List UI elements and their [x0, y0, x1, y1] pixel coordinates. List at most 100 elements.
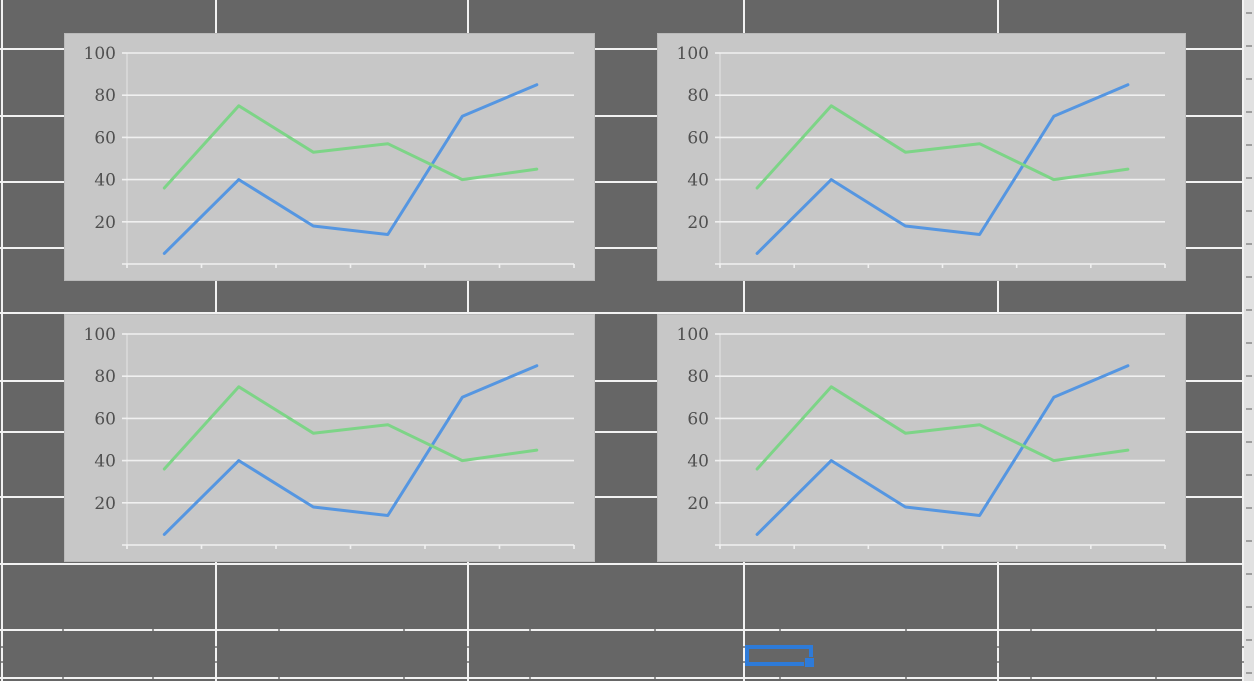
edge-row-tick [1246, 45, 1252, 47]
edge-row-tick [1246, 672, 1252, 674]
y-axis-label: 60 [687, 128, 709, 148]
minor-grid-tick [62, 629, 64, 631]
y-axis-label: 20 [94, 213, 116, 233]
minor-grid-tick [529, 629, 531, 631]
minor-grid-tick [654, 677, 656, 679]
chart-object-1[interactable]: 20 40 60 80 100 [64, 33, 595, 281]
gridline [0, 496, 1244, 498]
chart-object-4[interactable]: 20 40 60 80 100 [657, 314, 1186, 562]
y-axis-label: 80 [94, 86, 116, 106]
y-axis-label: 40 [687, 452, 709, 472]
edge-row-tick [1246, 507, 1252, 509]
active-cell-selection[interactable] [745, 645, 814, 667]
edge-row-tick [1246, 540, 1252, 542]
green-series-line [162, 104, 539, 190]
edge-row-tick [1246, 573, 1252, 575]
green-series-line [162, 385, 539, 471]
edge-row-tick [1246, 243, 1252, 245]
gridline [0, 563, 1244, 565]
minor-grid-tick [654, 629, 656, 631]
chart-object-2[interactable]: 20 40 60 80 100 [657, 33, 1186, 281]
edge-row-tick [1246, 210, 1252, 212]
green-series-line [755, 104, 1130, 190]
y-axis-label: 80 [687, 86, 709, 106]
selection-fill-handle[interactable] [805, 658, 814, 667]
minor-grid-tick [905, 629, 907, 631]
edge-row-tick [1246, 375, 1252, 377]
edge-row-tick [1246, 408, 1252, 410]
y-axis-label: 40 [94, 452, 116, 472]
gridline [0, 629, 1244, 631]
gridline [0, 431, 1244, 433]
minor-grid-tick [278, 677, 280, 679]
line-chart-svg: 20 40 60 80 100 [84, 325, 575, 549]
blue-series-line [755, 83, 1130, 255]
line-chart-svg: 20 40 60 80 100 [677, 325, 1166, 549]
y-axis-label: 40 [687, 171, 709, 191]
y-axis-label: 60 [687, 409, 709, 429]
minor-grid-tick [467, 646, 469, 648]
minor-grid-tick [1155, 677, 1157, 679]
edge-row-tick [1246, 177, 1252, 179]
y-axis-label: 80 [687, 367, 709, 387]
gridline [0, 115, 1244, 117]
y-axis-label: 80 [94, 367, 116, 387]
y-axis-label: 100 [84, 44, 116, 64]
minor-grid-tick [215, 646, 217, 648]
edge-row-tick [1246, 606, 1252, 608]
edge-row-tick [1246, 342, 1252, 344]
minor-grid-tick [1242, 661, 1244, 663]
gridline [0, 181, 1244, 183]
chart-object-3[interactable]: 20 40 60 80 100 [64, 314, 595, 562]
line-chart-svg: 20 40 60 80 100 [677, 44, 1166, 268]
y-axis-label: 60 [94, 409, 116, 429]
y-axis-label: 40 [94, 171, 116, 191]
minor-grid-tick [743, 661, 745, 663]
minor-grid-tick [1030, 677, 1032, 679]
minor-grid-tick [1, 661, 3, 663]
minor-grid-tick [905, 677, 907, 679]
blue-series-line [162, 83, 539, 255]
gridline [1242, 0, 1244, 681]
minor-grid-tick [1, 646, 3, 648]
minor-grid-tick [152, 677, 154, 679]
green-series-line [755, 385, 1130, 471]
y-axis-label: 20 [687, 213, 709, 233]
edge-row-tick [1246, 144, 1252, 146]
y-axis-label: 60 [94, 128, 116, 148]
minor-grid-tick [215, 661, 217, 663]
gridline [0, 312, 1244, 314]
edge-row-tick [1246, 276, 1252, 278]
y-axis-label: 100 [677, 325, 709, 345]
minor-grid-tick [403, 629, 405, 631]
minor-grid-tick [779, 629, 781, 631]
gridline [0, 48, 1244, 50]
minor-grid-tick [997, 646, 999, 648]
minor-grid-tick [62, 677, 64, 679]
minor-grid-tick [779, 677, 781, 679]
gridline [0, 247, 1244, 249]
sheet-right-edge-strip [1244, 0, 1254, 681]
minor-grid-tick [1155, 629, 1157, 631]
edge-row-tick [1246, 111, 1252, 113]
minor-grid-tick [997, 661, 999, 663]
gridline [0, 677, 1244, 679]
gridline [1, 0, 3, 681]
minor-grid-tick [1030, 629, 1032, 631]
gridline [0, 380, 1244, 382]
minor-grid-tick [743, 646, 745, 648]
y-axis-label: 20 [94, 494, 116, 514]
y-axis-label: 20 [687, 494, 709, 514]
blue-series-line [755, 364, 1130, 536]
minor-grid-tick [278, 629, 280, 631]
line-chart-svg: 20 40 60 80 100 [84, 44, 575, 268]
minor-grid-tick [403, 677, 405, 679]
edge-row-tick [1246, 12, 1252, 14]
y-axis-label: 100 [84, 325, 116, 345]
edge-row-tick [1246, 639, 1252, 641]
minor-grid-tick [467, 661, 469, 663]
edge-row-tick [1246, 474, 1252, 476]
minor-grid-tick [152, 629, 154, 631]
edge-row-tick [1246, 78, 1252, 80]
